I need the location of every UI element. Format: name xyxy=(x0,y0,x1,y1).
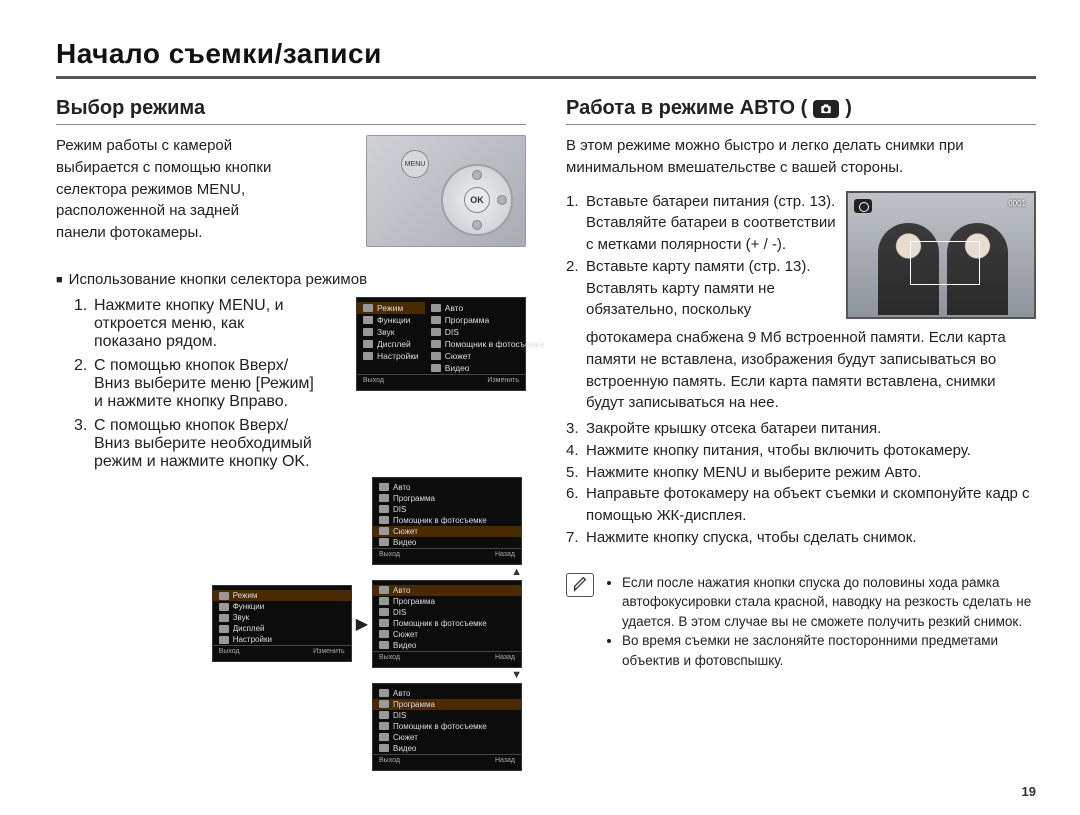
note-block: Если после нажатия кнопки спуска до поло… xyxy=(566,573,1036,671)
note-item-2: Во время съемки не заслоняйте посторонни… xyxy=(622,631,1036,670)
camera-mode-icon xyxy=(854,199,872,213)
menu-button-icon: MENU xyxy=(401,150,429,178)
arrow-down-icon: ▼ xyxy=(511,670,522,681)
note-item-1: Если после нажатия кнопки спуска до поло… xyxy=(622,573,1036,632)
arrow-right-icon: ▶ xyxy=(356,614,368,634)
left-heading: Выбор режима xyxy=(56,97,526,125)
photo-counter: 0001 xyxy=(1008,199,1026,208)
arrow-up-icon: ▲ xyxy=(511,567,522,578)
left-intro: Режим работы с камерой выбирается с помо… xyxy=(56,135,286,244)
menu-screenshot-4: Авто Программа DIS Помощник в фотосъемке… xyxy=(372,580,522,668)
right-step-5: 5.Нажмите кнопку MENU и выберите режим А… xyxy=(566,462,1036,484)
note-icon xyxy=(566,573,594,597)
disp-icon xyxy=(472,170,482,180)
right-icon xyxy=(497,195,507,205)
right-column: Работа в режиме АВТО ( ) В этом режиме м… xyxy=(566,97,1036,771)
right-intro: В этом режиме можно быстро и легко делат… xyxy=(566,135,1036,179)
camera-back-illustration: MENU OK xyxy=(366,135,526,247)
right-step-4: 4.Нажмите кнопку питания, чтобы включить… xyxy=(566,440,1036,462)
page-title: Начало съемки/записи xyxy=(56,38,1036,79)
page-number: 19 xyxy=(1022,784,1036,799)
left-step-1: 1.Нажмите кнопку MENU, и откроется меню,… xyxy=(74,297,316,351)
menu-sequence: Авто Программа DIS Помощник в фотосъемке… xyxy=(56,477,526,771)
down-icon xyxy=(472,220,482,230)
control-wheel: MENU OK xyxy=(441,164,513,236)
right-step-2: 2.Вставьте карту памяти (стр. 13). Встав… xyxy=(566,256,846,321)
camera-auto-icon xyxy=(813,100,839,118)
right-step-3: 3.Закройте крышку отсека батареи питания… xyxy=(566,418,1036,440)
ok-button-icon: OK xyxy=(464,187,490,213)
menu-screenshot-2: Авто Программа DIS Помощник в фотосъемке… xyxy=(372,477,522,565)
right-step-1: 1.Вставьте батареи питания (стр. 13). Вс… xyxy=(566,191,846,256)
left-step-2: 2.С помощью кнопок Вверх/Вниз выберите м… xyxy=(74,357,316,411)
right-step-2b: фотокамера снабжена 9 Мб встроенной памя… xyxy=(586,327,1036,414)
menu-screenshot-3: Режим Функции Звук Дисплей Настройки Вых… xyxy=(212,585,352,662)
right-heading: Работа в режиме АВТО ( ) xyxy=(566,97,1036,125)
right-step-6: 6.Направьте фотокамеру на объект съемки … xyxy=(566,483,1036,527)
focus-frame xyxy=(910,241,980,285)
menu-screenshot-5: Авто Программа DIS Помощник в фотосъемке… xyxy=(372,683,522,771)
left-step-3: 3.С помощью кнопок Вверх/Вниз выберите н… xyxy=(74,417,316,471)
lcd-preview-illustration: 0001 xyxy=(846,191,1036,319)
right-step-7: 7.Нажмите кнопку спуска, чтобы сделать с… xyxy=(566,527,1036,549)
left-bullet: Использование кнопки селектора режимов xyxy=(56,269,526,291)
left-column: Выбор режима Режим работы с камерой выби… xyxy=(56,97,526,771)
menu-screenshot-1: Режим Функции Звук Дисплей Настройки Авт… xyxy=(356,297,526,391)
